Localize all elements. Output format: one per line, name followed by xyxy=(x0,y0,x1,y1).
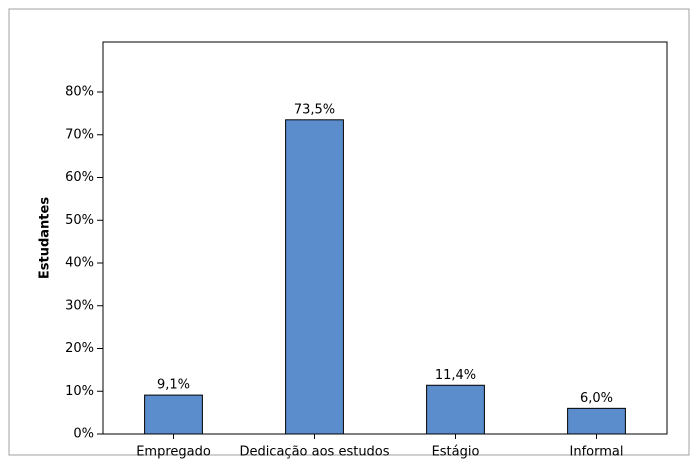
y-tick-label: 40% xyxy=(65,256,94,271)
y-tick-label: 30% xyxy=(65,298,94,313)
bar xyxy=(144,394,203,435)
bar xyxy=(285,119,344,435)
bar xyxy=(426,384,485,435)
y-tick-label: 0% xyxy=(73,427,94,442)
y-tick-label: 80% xyxy=(65,85,94,100)
y-tick-label: 10% xyxy=(65,384,94,399)
y-tick-label: 20% xyxy=(65,341,94,356)
x-tick-label: Estágio xyxy=(432,445,480,460)
y-axis-label: Estudantes xyxy=(38,197,53,279)
x-tick-label: Empregado xyxy=(136,445,211,460)
bar xyxy=(567,407,626,435)
data-label: 73,5% xyxy=(294,102,335,117)
y-tick-label: 50% xyxy=(65,213,94,228)
y-tick-label: 60% xyxy=(65,170,94,185)
x-tick-label: Informal xyxy=(570,445,624,460)
data-label: 9,1% xyxy=(157,378,190,393)
data-label: 11,4% xyxy=(435,368,476,383)
y-tick-label: 70% xyxy=(65,127,94,142)
x-tick-label: Dedicação aos estudos xyxy=(239,445,389,460)
data-label: 6,0% xyxy=(580,391,613,406)
plot-area xyxy=(102,41,668,435)
